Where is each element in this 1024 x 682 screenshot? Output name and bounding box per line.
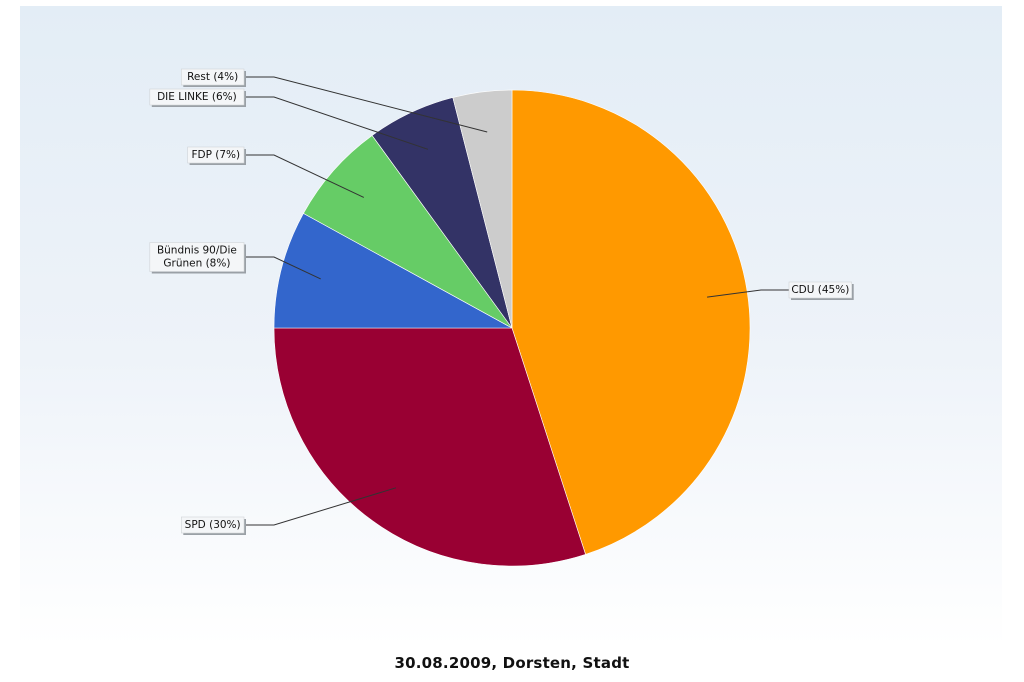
- slice-label-spd: SPD (30%): [181, 487, 397, 535]
- label-box: [181, 516, 245, 534]
- label-box: [788, 281, 853, 299]
- leader-line: [244, 154, 365, 198]
- slice-label-cdu: CDU (45%): [707, 281, 854, 300]
- slice-label-fdp: FDP (7%): [187, 146, 365, 198]
- slice-label-rest: Rest (4%): [181, 68, 488, 133]
- leader-line: [244, 76, 488, 133]
- pie-slices: [273, 89, 751, 567]
- leader-line: [244, 256, 321, 280]
- chart-title: 30.08.2009, Dorsten, Stadt: [394, 654, 630, 672]
- slice-label-text: SPD (30%): [185, 519, 241, 531]
- slice-label-die-linke: DIE LINKE (6%): [149, 88, 429, 150]
- pie-slice-fdp: [303, 135, 513, 329]
- leader-line: [244, 96, 429, 150]
- slice-label-text: FDP (7%): [191, 149, 240, 161]
- slice-label-text: Rest (4%): [187, 71, 238, 83]
- leader-line: [244, 487, 397, 526]
- slice-label-text: CDU (45%): [791, 284, 849, 296]
- slice-label-text: Grünen (8%): [163, 258, 230, 270]
- label-box: [181, 68, 245, 86]
- pie-slice-cdu: [511, 89, 751, 555]
- slice-label-text: Bündnis 90/Die: [157, 245, 237, 257]
- pie-slice-b-ndnis-90-die-gr-nen: [273, 212, 513, 329]
- label-box: [149, 88, 245, 106]
- pie-slice-spd: [273, 327, 586, 567]
- slice-label-text: DIE LINKE (6%): [157, 91, 237, 103]
- label-box: [149, 242, 245, 272]
- pie-slice-rest: [452, 89, 513, 329]
- label-box: [187, 146, 245, 164]
- leader-line: [707, 289, 789, 298]
